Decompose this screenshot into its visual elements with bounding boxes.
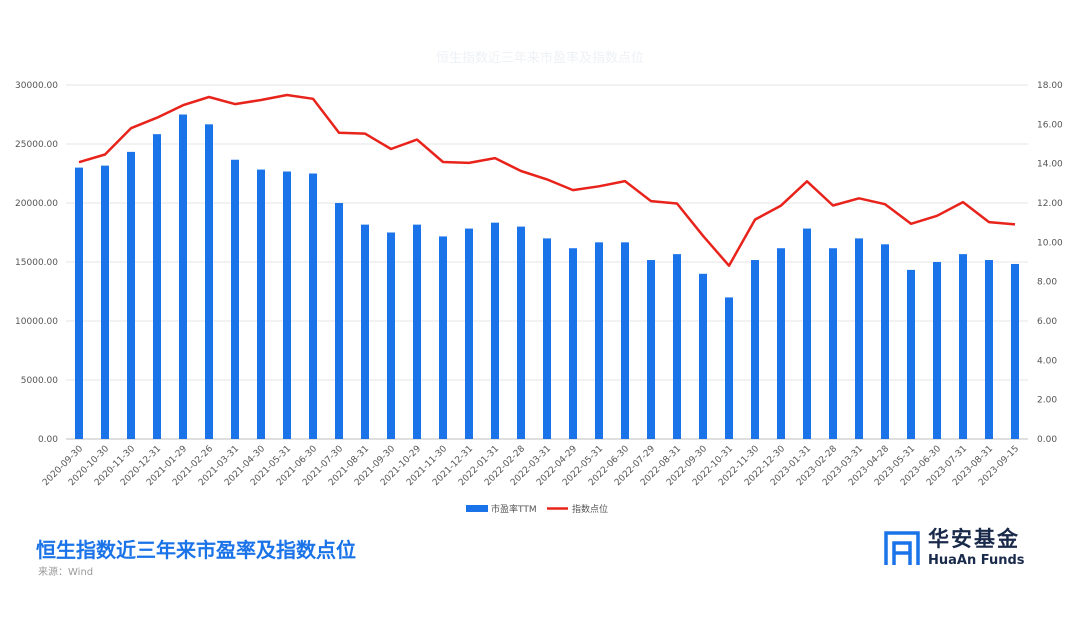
pe-bar	[751, 260, 759, 439]
left-y-tick-label: 5000.00	[21, 376, 58, 386]
left-y-tick-label: 20000.00	[15, 199, 58, 209]
pe-bar	[647, 260, 655, 439]
pe-bar	[1011, 263, 1019, 439]
pe-bar	[985, 260, 993, 439]
pe-bar	[257, 169, 265, 440]
pe-bar	[673, 254, 681, 439]
pe-bar	[465, 228, 473, 439]
pe-bar	[803, 228, 811, 439]
pe-bar	[855, 238, 863, 439]
left-y-axis: 0.00 5000.00 10000.00 15000.00 20000.00 25000…	[15, 81, 58, 445]
right-y-tick-label: 12.00	[1037, 199, 1063, 209]
legend-label-index: 指数点位	[572, 503, 608, 515]
pe-bar	[569, 248, 577, 439]
pe-bar	[777, 248, 785, 439]
right-y-tick-label: 2.00	[1037, 396, 1057, 406]
right-y-axis: 0.00 2.00 4.00 6.00 8.00 10.00 12.00 14.00 16.00…	[1037, 81, 1063, 445]
left-y-tick-label: 0.00	[38, 435, 58, 445]
pe-bar	[621, 242, 629, 439]
index-line	[78, 93, 1016, 267]
right-y-tick-label: 18.00	[1037, 81, 1063, 91]
pe-bar	[283, 171, 291, 440]
chart-faint-title: 恒生指数近三年来市盈率及指数点位	[436, 50, 644, 66]
pe-bar	[491, 222, 499, 439]
right-y-tick-label: 16.00	[1037, 120, 1063, 130]
left-y-tick-label: 15000.00	[15, 258, 58, 268]
pe-bar	[101, 165, 109, 439]
legend: 市盈率TTM 指数点位	[466, 503, 608, 515]
pe-bar	[179, 114, 187, 439]
right-y-tick-label: 0.00	[1037, 435, 1057, 445]
pe-bar	[75, 167, 83, 439]
right-y-tick-label: 4.00	[1037, 356, 1057, 366]
pe-bar	[517, 226, 525, 439]
pe-bar	[439, 236, 447, 439]
pe-bars	[75, 114, 1019, 440]
pe-bar	[309, 173, 317, 439]
pe-bar	[205, 124, 213, 439]
pe-bar	[543, 238, 551, 439]
chart-title: 恒生指数近三年来市盈率及指数点位	[36, 538, 356, 562]
left-y-tick-label: 25000.00	[15, 140, 58, 150]
pe-bar	[361, 224, 369, 439]
legend-swatch-pe	[466, 505, 488, 512]
pe-bar	[231, 159, 239, 439]
chart-source: 来源：Wind	[38, 567, 94, 578]
pe-bar	[153, 134, 161, 439]
pe-bar	[127, 151, 135, 439]
right-y-tick-label: 14.00	[1037, 160, 1063, 170]
right-y-tick-label: 10.00	[1037, 238, 1063, 248]
brand-logo: 华安基金 HuaAn Funds	[884, 526, 1025, 570]
pe-bar	[413, 224, 421, 439]
legend-label-pe: 市盈率TTM	[491, 503, 537, 515]
pe-bar	[725, 297, 733, 439]
pe-bar	[595, 242, 603, 439]
left-y-tick-label: 30000.00	[15, 81, 58, 91]
huaan-logo-icon	[884, 531, 920, 565]
pe-bar	[881, 244, 889, 439]
pe-bar	[829, 248, 837, 439]
right-y-tick-label: 6.00	[1037, 317, 1057, 327]
pe-bar	[387, 232, 395, 439]
pe-bar	[933, 262, 941, 439]
index-line-layer	[78, 93, 1016, 267]
x-axis: 2020-09-302020-10-302020-11-302020-12-31…	[41, 444, 1021, 488]
brand-name-cn: 华安基金	[928, 527, 1020, 551]
pe-bar	[959, 254, 967, 439]
brand-name-en: HuaAn Funds	[928, 553, 1025, 568]
pe-bar	[699, 273, 707, 439]
right-y-tick-label: 8.00	[1037, 278, 1057, 288]
left-y-tick-label: 10000.00	[15, 317, 58, 327]
pe-bar	[907, 269, 915, 439]
pe-bar	[335, 203, 343, 439]
